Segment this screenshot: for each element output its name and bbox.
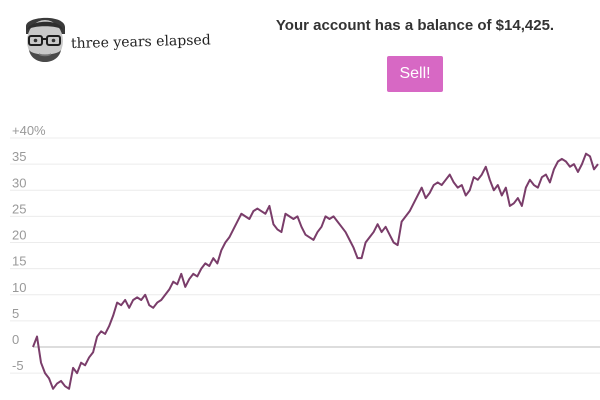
sell-button[interactable]: Sell! [387,56,443,92]
avatar [20,12,70,70]
y-tick-label: 25 [12,201,26,216]
y-tick-label: 20 [12,228,26,243]
y-axis-ticks: +40% 35 30 25 20 15 10 5 0 -5 [12,123,46,373]
chart-series-layer [32,152,599,390]
series-line [32,152,599,390]
y-tick-label: -5 [12,358,24,373]
y-tick-label: +40% [12,123,46,138]
y-tick-label: 30 [12,175,26,190]
y-tick-label: 35 [12,149,26,164]
y-tick-label: 15 [12,254,26,269]
y-tick-label: 10 [12,280,26,295]
y-tick-label: 5 [12,306,19,321]
chart-gridlines [10,137,600,374]
balance-message: Your account has a balance of $14,425. [275,17,555,34]
y-tick-label: 0 [12,332,19,347]
avatar-portrait-icon [26,17,65,62]
